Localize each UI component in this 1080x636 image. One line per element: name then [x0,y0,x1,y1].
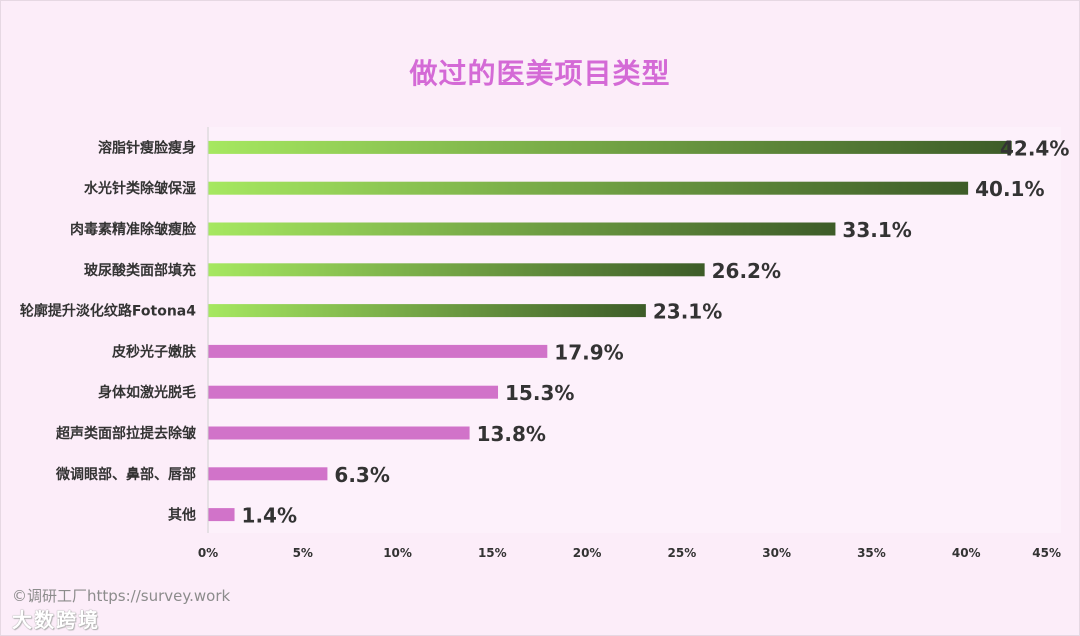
category-label: 轮廓提升淡化纹路Fotona4 [20,303,196,320]
category-label: 其他 [168,507,196,524]
bar-8 [208,426,470,440]
x-tick-label: 0% [198,546,218,560]
bar-4 [208,263,705,277]
value-label: 23.1% [653,300,722,324]
bar-6 [208,344,548,358]
bar-3 [208,222,836,236]
x-tick-label: 40% [952,546,981,560]
x-axis: 0% 5% 10% 15% 20% 25% 30% 35% 40% 45% [198,127,1061,560]
x-tick-label: 5% [293,546,313,560]
bar-5 [208,304,646,318]
category-label: 皮秒光子嫩肤 [111,343,197,360]
value-label: 15.3% [505,381,574,405]
x-tick-label: 20% [573,546,602,560]
category-label: 玻尿酸类面部填充 [84,262,196,279]
bar-1 [208,140,1012,154]
value-label: 13.8% [477,422,546,446]
value-label: 26.2% [712,259,781,283]
bar-10 [208,508,235,522]
bar-2 [208,181,969,195]
x-tick-label: 45% [1032,546,1061,560]
value-label: 17.9% [554,340,623,364]
value-label: 1.4% [242,504,297,528]
category-label: 微调眼部、鼻部、唇部 [55,466,196,483]
bar-7 [208,385,499,399]
category-label: 水光针类除皱保湿 [84,180,196,197]
x-tick-label: 10% [383,546,412,560]
value-label: 40.1% [975,177,1044,201]
value-label: 42.4% [1000,136,1069,160]
chart-title: 做过的医美项目类型 [409,57,671,90]
watermark-logo: 大数跨境 [12,608,100,632]
bars-layer: 溶脂针瘦脸瘦身 42.4% 水光针类除皱保湿 40.1% 肉毒素精准除皱瘦脸 33.1% 玻… [20,136,1069,527]
x-tick-label: 15% [478,546,507,560]
source-credit: ©调研工厂https://survey.work [12,587,231,605]
value-label: 33.1% [842,218,911,242]
value-label: 6.3% [334,463,389,487]
x-tick-label: 25% [668,546,697,560]
x-tick-label: 30% [762,546,791,560]
bar-9 [208,467,328,481]
category-label: 肉毒素精准除皱瘦脸 [70,221,197,238]
category-label: 超声类面部拉提去除皱 [55,425,197,442]
category-label: 溶脂针瘦脸瘦身 [98,139,196,156]
x-tick-label: 35% [857,546,886,560]
category-label: 身体如激光脱毛 [98,384,196,401]
